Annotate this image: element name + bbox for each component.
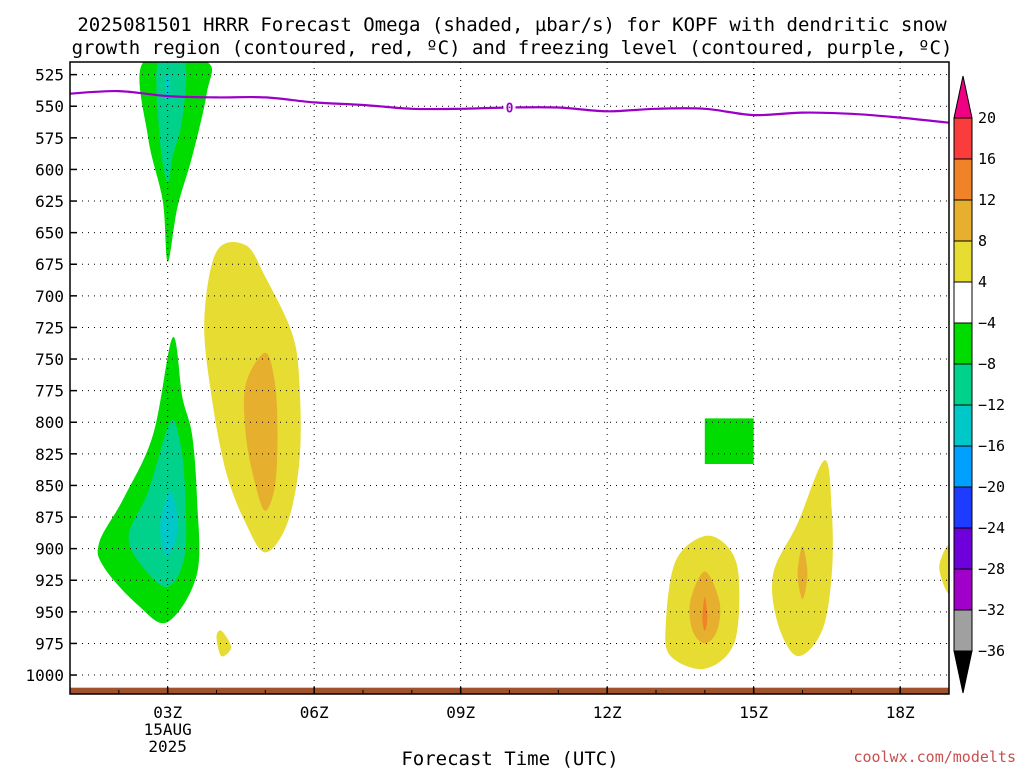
colorbar-top-arrow [953,75,973,119]
colorbar-bin [953,527,973,570]
x-tick-label: 15Z [739,703,768,722]
y-tick-label: 850 [35,476,64,495]
y-tick-label: 750 [35,350,64,369]
colorbar-bottom-arrow [953,650,973,694]
colorbar-bin [953,609,973,652]
colorbar-label: −36 [978,642,1005,660]
colorbar-bin [953,240,973,283]
y-tick-label: 925 [35,571,64,590]
omega-shading [97,62,949,670]
omega-region [160,491,178,556]
colorbar-bin [953,117,973,160]
y-tick-label: 575 [35,129,64,148]
colorbar-label: −32 [978,601,1005,619]
y-tick-label: 950 [35,603,64,622]
omega-region [156,62,187,183]
omega-region [702,596,708,631]
omega-region [243,352,278,511]
x-axis-title: Forecast Time (UTC) [401,748,618,768]
colorbar-label: 16 [978,150,996,168]
y-tick-label: 900 [35,540,64,559]
colorbar-bin [953,445,973,488]
y-tick-label: 1000 [25,666,64,685]
colorbar-bin [953,568,973,611]
x-tick-label: 12Z [593,703,622,722]
y-tick-label: 825 [35,445,64,464]
y-tick-label: 725 [35,318,64,337]
y-tick-label: 700 [35,287,64,306]
omega-region [165,74,171,100]
colorbar-label: −28 [978,560,1005,578]
y-tick-label: 975 [35,634,64,653]
x-tick-label: 18Z [886,703,915,722]
x-tick-date: 15AUG [144,720,192,739]
colorbar-label: −4 [978,314,996,332]
colorbar-bin [953,199,973,242]
y-tick-label: 525 [35,66,64,85]
x-tick-label: 09Z [446,703,475,722]
colorbar-label: 4 [978,273,987,291]
colorbar-label: −12 [978,396,1005,414]
y-tick-label: 775 [35,382,64,401]
omega-region [216,630,232,657]
colorbar-bin [953,322,973,365]
y-tick-label: 550 [35,97,64,116]
colorbar: 20 16 12 8 4 −4 −8 −12 −16 −20 −24 −28 −32 −36 [953,75,1005,694]
x-tick-label: 06Z [300,703,329,722]
colorbar-label: −20 [978,478,1005,496]
omega-region [797,546,808,600]
x-tick-year: 2025 [148,737,187,756]
y-axis: 525 550 575 600 625 650 675 700 725 750 775 800 825 8… [25,66,77,685]
colorbar-bin [953,363,973,406]
colorbar-label: 12 [978,191,996,209]
freezing-level-label: 0 [506,102,514,117]
site-credit: coolwx.com/modelts [853,748,1016,766]
y-tick-label: 800 [35,413,64,432]
y-tick-label: 675 [35,255,64,274]
y-tick-label: 625 [35,192,64,211]
colorbar-label: −8 [978,355,996,373]
y-tick-label: 875 [35,508,64,527]
y-tick-label: 650 [35,224,64,243]
freezing-label-bg [503,99,516,116]
freezing-level-contour: 0 [70,89,949,124]
grid-lines [70,62,949,694]
colorbar-bin [953,404,973,447]
chart-title-line-2: growth region (contoured, red, ºC) and f… [72,37,953,59]
colorbar-label: 8 [978,232,987,250]
colorbar-label: 20 [978,109,996,127]
omega-region [939,545,949,594]
colorbar-bin [953,486,973,529]
omega-region [139,62,213,262]
x-tick-label: 03Z [153,703,182,722]
colorbar-bin [953,281,973,324]
y-tick-label: 600 [35,160,64,179]
colorbar-label: −16 [978,437,1005,455]
colorbar-label: −24 [978,519,1005,537]
chart-title-line-1: 2025081501 HRRR Forecast Omega (shaded, … [77,14,947,36]
colorbar-bin [953,158,973,201]
omega-region [704,418,754,464]
